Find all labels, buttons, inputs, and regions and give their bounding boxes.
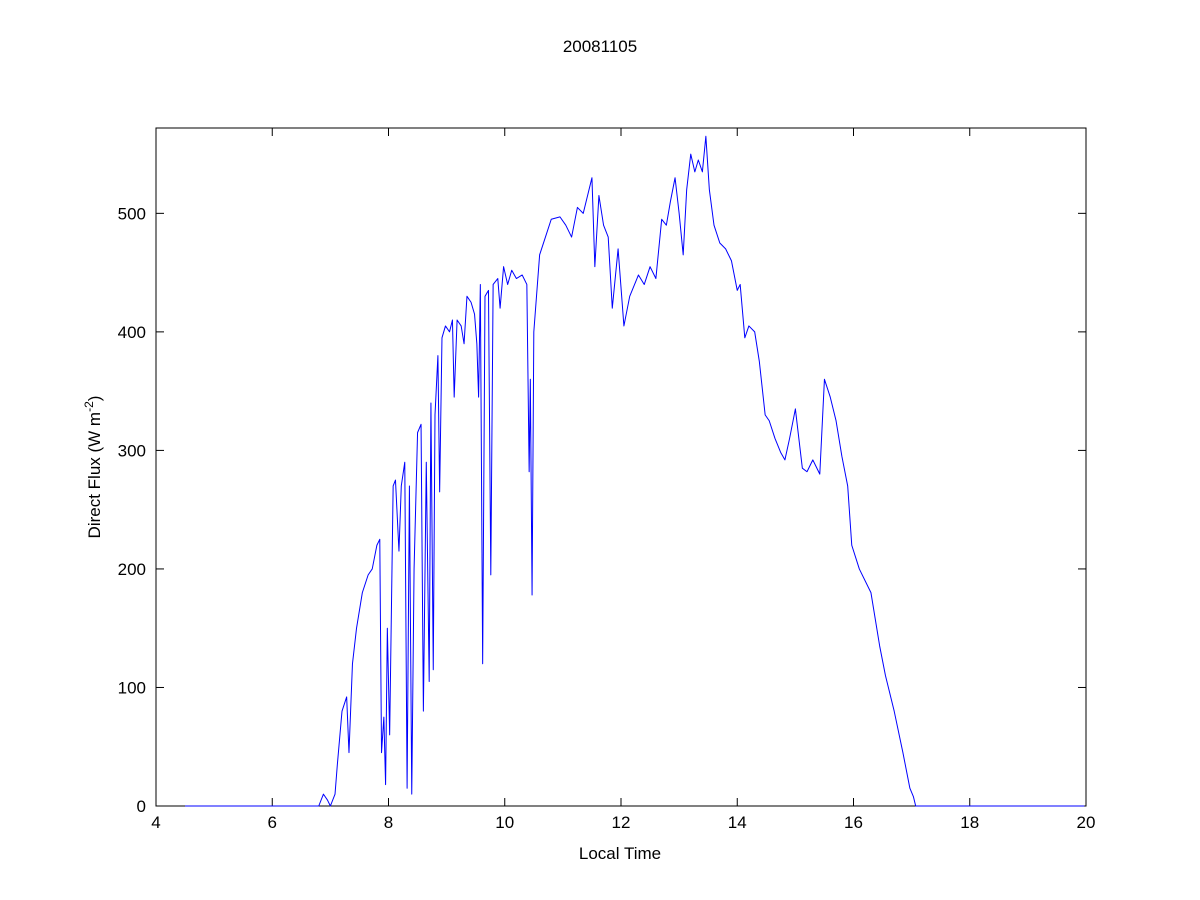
y-tick-label: 300 — [118, 441, 146, 460]
y-tick-label: 100 — [118, 678, 146, 697]
y-axis-label-superscript: -2 — [82, 401, 96, 412]
x-tick-label: 20 — [1077, 813, 1096, 832]
data-line — [185, 135, 1085, 807]
y-tick-label: 200 — [118, 560, 146, 579]
y-axis-label: Direct Flux (W m-2) — [82, 396, 104, 539]
y-axis-label-text: Direct Flux (W m — [85, 412, 104, 539]
x-tick-label: 4 — [151, 813, 160, 832]
y-axis-label-end: ) — [85, 396, 104, 402]
x-axis-label: Local Time — [579, 844, 661, 863]
x-tick-label: 10 — [495, 813, 514, 832]
x-tick-label: 16 — [844, 813, 863, 832]
y-tick-label: 0 — [137, 797, 146, 816]
chart-title: 20081105 — [563, 37, 637, 56]
y-tick-label: 500 — [118, 204, 146, 223]
x-tick-label: 6 — [268, 813, 277, 832]
x-tick-label: 8 — [384, 813, 393, 832]
x-tick-label: 14 — [728, 813, 747, 832]
y-tick-label: 400 — [118, 323, 146, 342]
x-tick-label: 18 — [960, 813, 979, 832]
x-tick-label: 12 — [612, 813, 631, 832]
